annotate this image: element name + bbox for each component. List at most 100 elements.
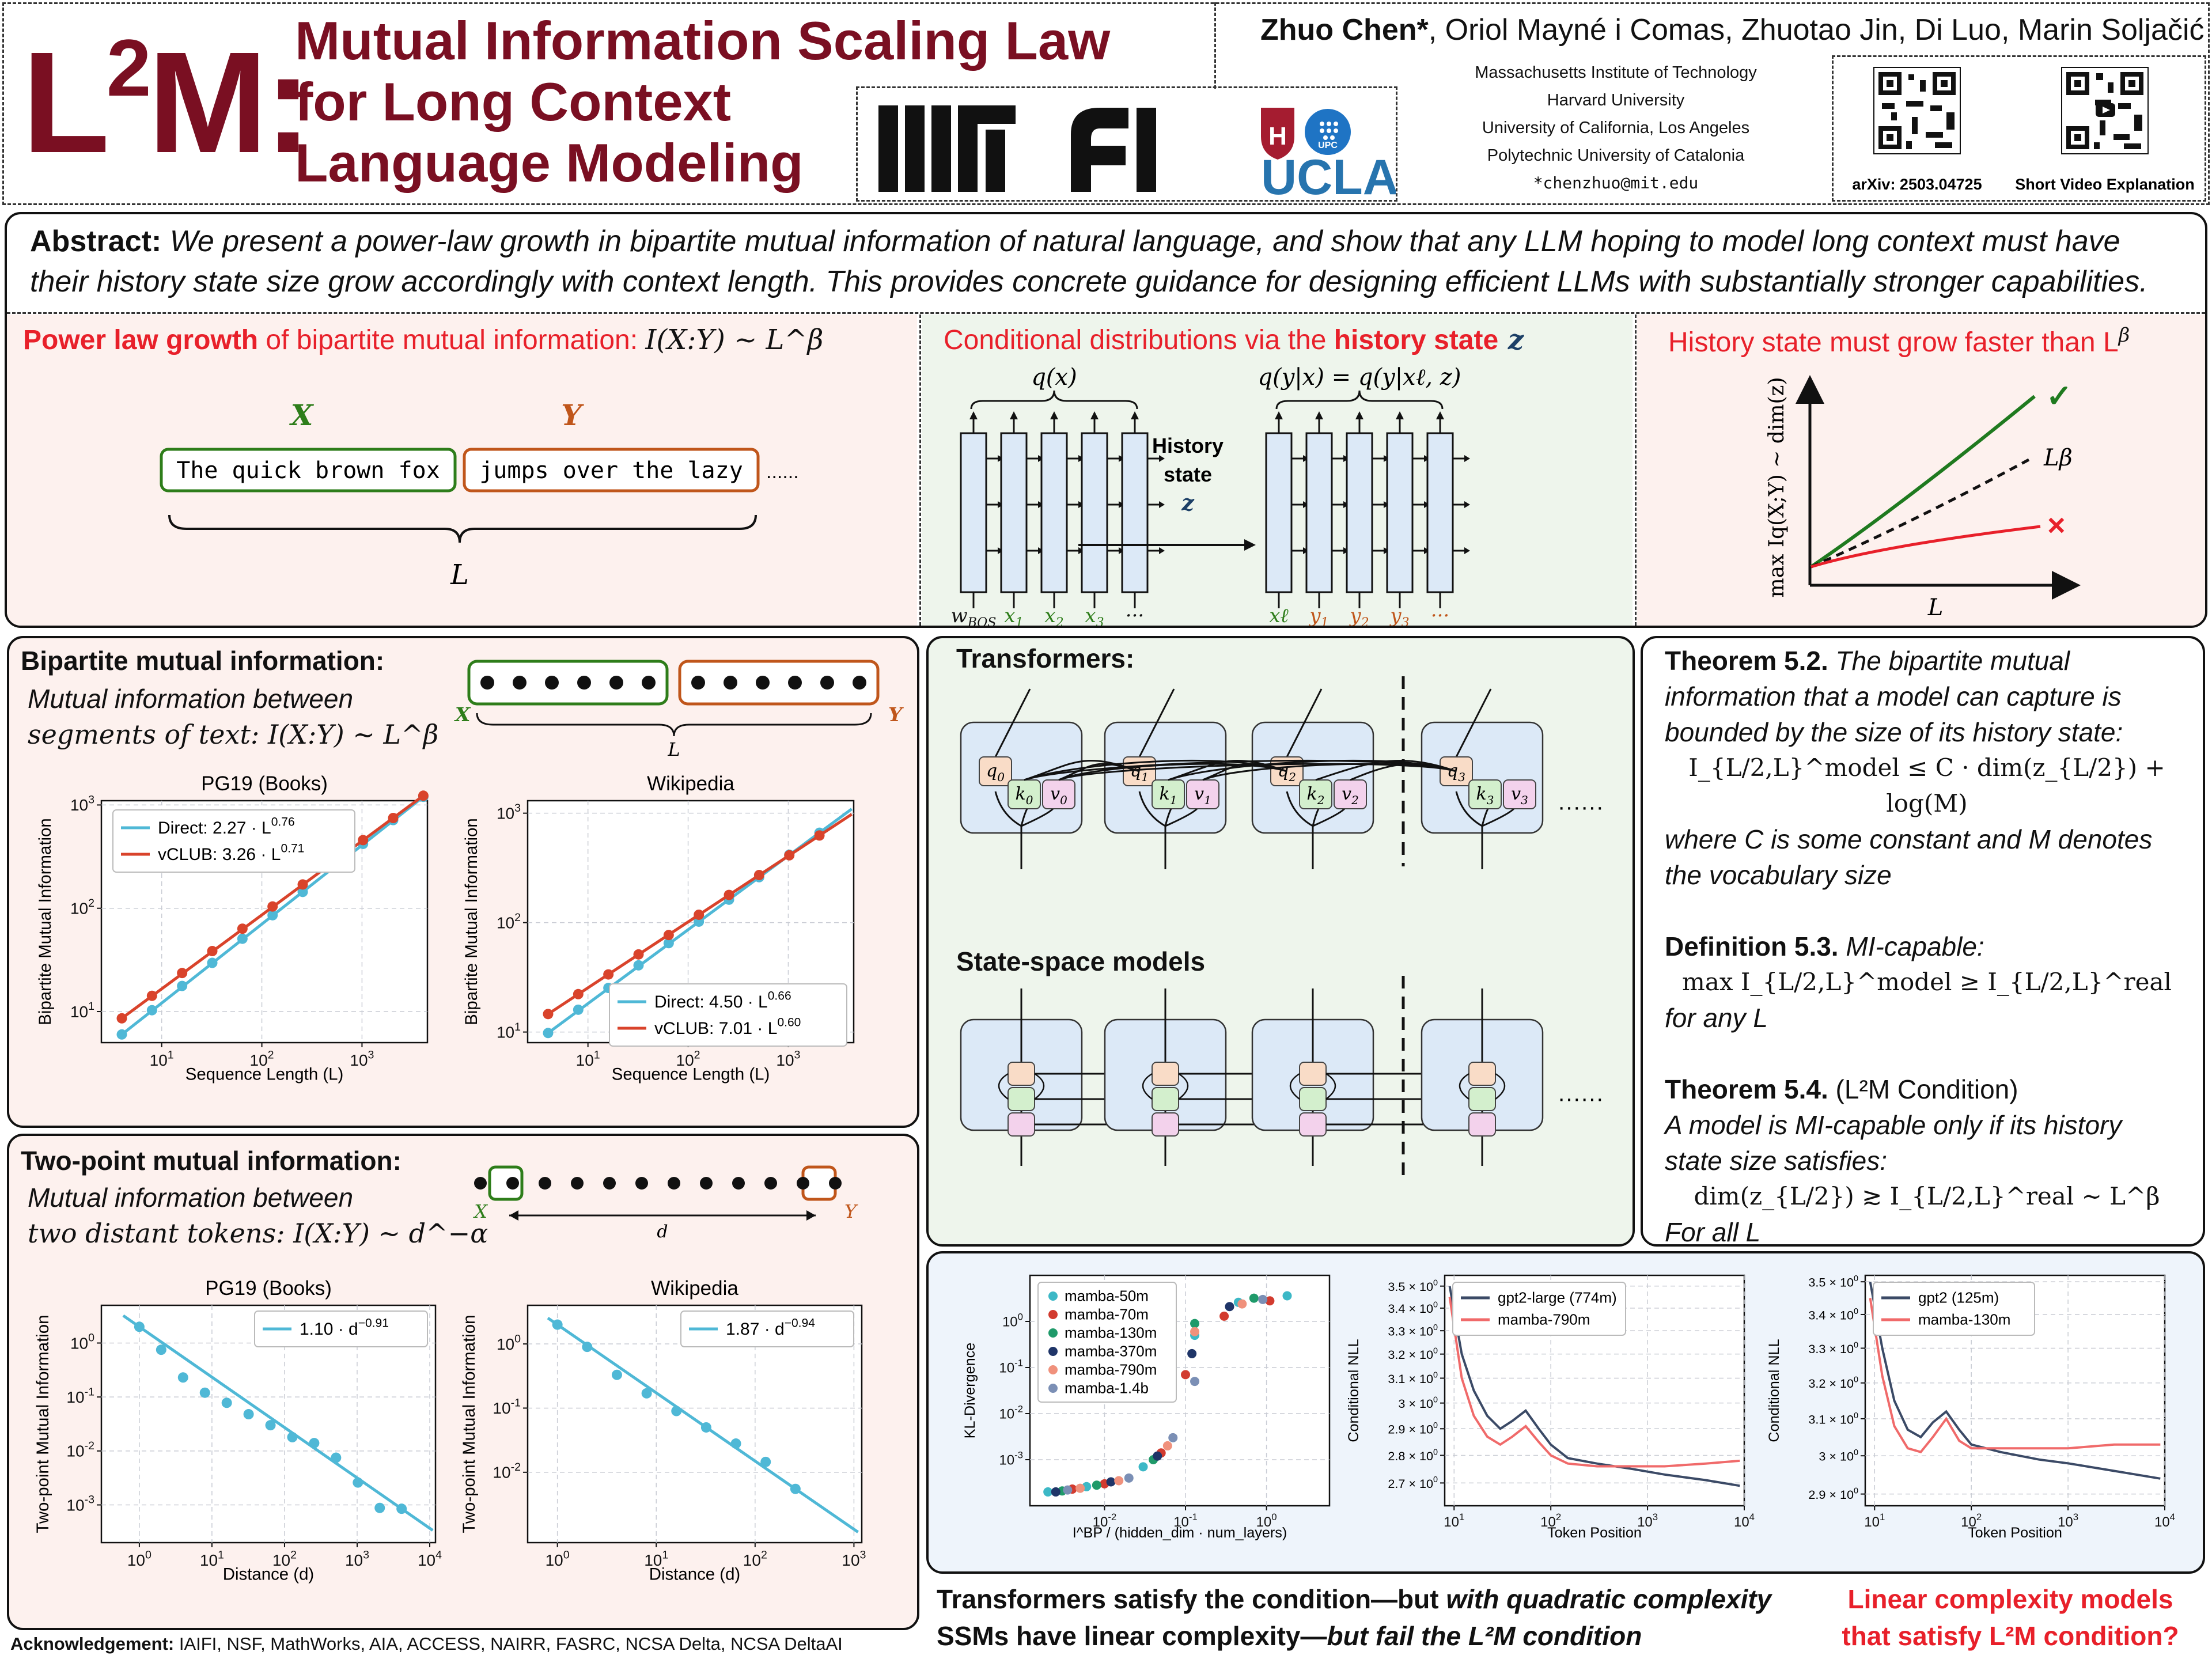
state-box-b [1299,1087,1327,1111]
growth-panel [1637,315,2205,626]
logo-letter: L [22,22,110,183]
contact-email[interactable]: *chenzhuo@mit.edu [1533,173,1699,192]
x-tick-label: 104 [1734,1512,1755,1530]
data-point [1092,1480,1101,1490]
layer-column [1346,432,1373,593]
affiliation-ucla: University of California, Los Angeles [1482,119,1750,137]
arrow-head-left [509,1210,518,1221]
data-point [237,923,248,934]
curve-power-law [1810,458,2030,569]
output-arrow-head [1131,411,1139,419]
curve-slow [1810,525,2041,569]
bipartite-desc: Mutual information between segments of t… [28,681,438,752]
legend-label: 1.10 · d−0.91 [300,1316,389,1339]
token-dot [732,1177,745,1190]
x-tick-label: 103 [345,1548,369,1569]
twopoint-desc-2: two distant tokens: I(X:Y) ~ d^−α [28,1218,488,1249]
question-line-2: that satisfy L²M condition? [1842,1621,2179,1651]
output-arrow-head [1315,411,1323,419]
data-point [1282,1291,1292,1301]
qr-codes[interactable]: arXiv: 2503.04725 Short Video Explanatio… [1834,57,2205,200]
y-tick-label: 3.5 × 100 [1808,1274,1858,1290]
layer-column [1121,432,1149,593]
recurrent-arrow-head [1159,547,1165,554]
growth-ylabel: max Iq(X;Y) ~ dim(z) [1765,377,1789,597]
state-box-a [1299,1062,1327,1086]
token-x-label: X [472,1200,488,1222]
history-arrow-head [1244,539,1256,551]
data-point [265,1420,276,1431]
x-tick-label: 102 [1961,1512,1982,1530]
institution-logos: H UPC UCLA [856,86,1399,205]
token-dot [724,676,737,690]
y-tick-label: 3.3 × 100 [1388,1323,1438,1339]
data-point [730,1438,741,1449]
y-tick-label: 3.3 × 100 [1808,1340,1858,1356]
token-label: ··· [1126,604,1144,626]
theorem-5-2: Theorem 5.2. The bipartite mutual [1665,643,2189,679]
legend-box [1873,1282,2035,1336]
legend-label: Direct: 2.27 · L0.76 [158,815,295,838]
legend-label: vCLUB: 7.01 · L0.60 [654,1016,801,1038]
state-box-b [1007,1087,1035,1111]
power-law-curve-label: Lβ [2043,445,2073,471]
y-tick-label: 2.7 × 100 [1388,1475,1438,1491]
t54-label: Theorem 5.4. [1665,1074,1828,1104]
x-tick-label: 103 [350,1048,374,1069]
x-axis-label: Sequence Length (L) [612,1065,770,1084]
token-dot [820,676,834,690]
data-point [1051,1487,1060,1497]
data-point [267,910,278,921]
history-label-1: History [1152,434,1224,457]
y-tick-label: 10-1 [66,1385,94,1406]
segment-y-box [463,448,760,493]
data-point [603,969,614,980]
t54-tail: For all L [1665,1217,1761,1247]
value-box-label: v1 [1194,784,1211,807]
data-point [790,1483,801,1494]
legend-marker [1048,1310,1058,1319]
svg-text:UPC: UPC [1318,141,1338,150]
data-point [694,909,704,920]
transformers-title: Transformers: [956,643,1135,673]
data-point [1190,1377,1200,1387]
conclusion-1b: with quadratic complexity [1446,1584,1772,1614]
legend-marker [1048,1384,1058,1393]
segment-x-label: X [289,398,315,432]
twopoint-desc-1: Mutual information between [28,1183,354,1213]
y-tick-label: 101 [70,1000,94,1021]
data-point [1162,1441,1172,1450]
fit-line [122,1314,434,1532]
x-tick-label: 103 [1637,1512,1658,1530]
coauthors: , Oriol Mayné i Comas, Zhuotao Jin, Di L… [1428,13,2205,47]
y-tick-label: 10-1 [999,1358,1023,1376]
recurrent-arrow-head [1159,455,1165,462]
t54-formula: dim(z_{L/2}) ≳ I_{L/2,L}^real ~ L^β [1694,1182,2160,1210]
x-tick-label: 102 [743,1548,767,1569]
data-point [1063,1485,1073,1495]
logo-marks: H UPC UCLA [878,105,1399,205]
token-dot [853,676,866,690]
state-loop [1289,1073,1336,1100]
y-tick-label: 2.9 × 100 [1388,1421,1438,1437]
state-box-a [1468,1062,1496,1086]
distance-label: d [657,1222,668,1242]
data-point [146,1005,157,1016]
data-point [724,889,734,900]
data-point [700,1422,711,1433]
token-label: y3 [1389,604,1409,626]
poster-logo: L2M: [22,28,312,177]
data-point [146,990,157,1001]
data-point [1138,1462,1148,1472]
legend-label: gpt2 (125m) [1918,1289,1999,1306]
curve-fast [1810,395,2036,569]
segment-y-box [678,660,880,706]
conclusion-1a: Transformers satisfy the condition—but [937,1584,1446,1614]
data-point [1187,1349,1197,1358]
bipartite-dots: X Y L [454,660,904,760]
data-point [358,835,369,846]
history-label-2: state [1164,463,1212,486]
y-axis-label: Two-point Mutual Information [460,1315,479,1533]
x-axis-label: Distance (d) [223,1565,314,1584]
growth-title: History state must grow faster than Lβ [1668,324,2130,358]
